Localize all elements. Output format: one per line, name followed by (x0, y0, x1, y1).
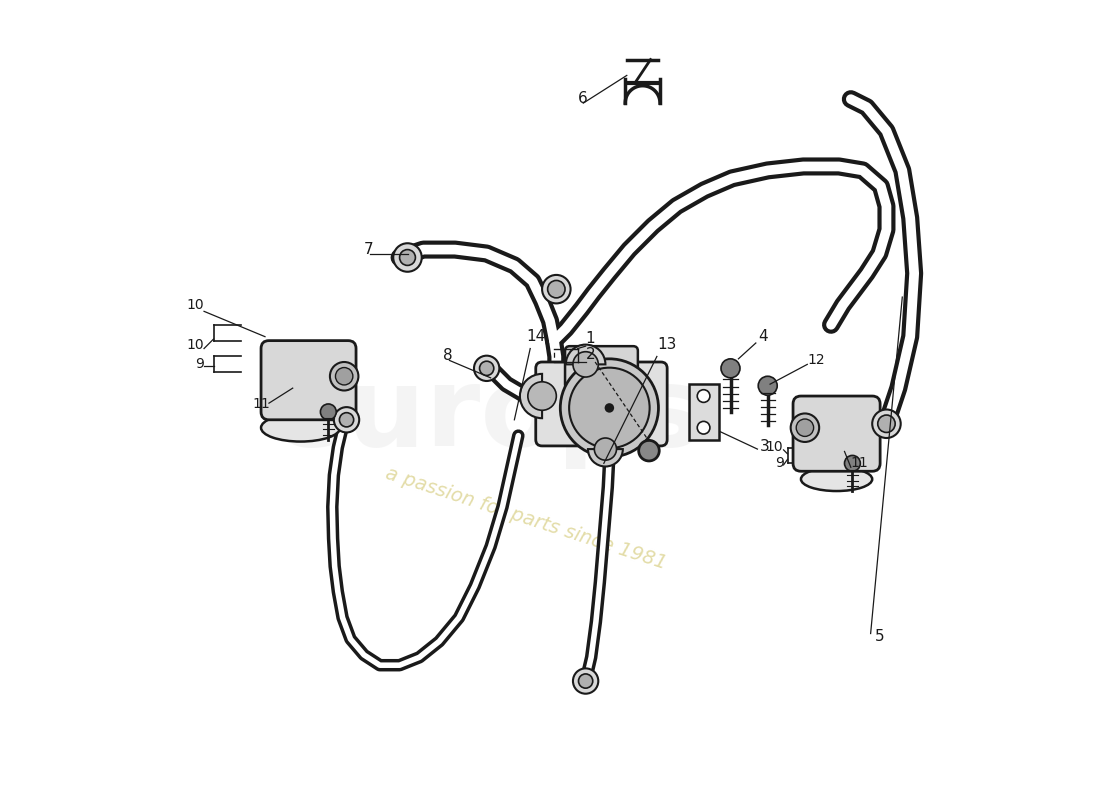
Circle shape (872, 410, 901, 438)
FancyBboxPatch shape (689, 384, 718, 439)
Circle shape (480, 362, 494, 375)
Text: 11: 11 (252, 397, 270, 411)
Wedge shape (588, 449, 623, 466)
Circle shape (548, 281, 565, 298)
Circle shape (340, 413, 354, 427)
Text: 2: 2 (585, 347, 595, 362)
FancyBboxPatch shape (565, 346, 638, 389)
Text: 10: 10 (186, 338, 204, 351)
Text: europs: europs (271, 362, 703, 470)
Circle shape (878, 415, 895, 433)
Circle shape (579, 674, 593, 688)
FancyBboxPatch shape (536, 362, 668, 446)
Circle shape (560, 359, 659, 457)
FancyBboxPatch shape (261, 341, 356, 420)
Text: a passion for parts since 1981: a passion for parts since 1981 (383, 464, 669, 574)
Circle shape (542, 275, 571, 303)
Text: 14: 14 (526, 329, 546, 344)
Circle shape (605, 403, 614, 413)
Text: 9: 9 (195, 358, 204, 371)
Text: 1: 1 (585, 331, 595, 346)
Circle shape (758, 376, 778, 395)
Wedge shape (520, 374, 542, 418)
Circle shape (569, 368, 650, 448)
Circle shape (796, 419, 814, 437)
Text: 13: 13 (657, 337, 676, 351)
Circle shape (720, 359, 740, 378)
Circle shape (399, 250, 416, 266)
Circle shape (573, 668, 598, 694)
FancyBboxPatch shape (793, 396, 880, 471)
Text: 4: 4 (758, 329, 768, 344)
Text: 5: 5 (874, 630, 884, 645)
Circle shape (528, 382, 557, 410)
Wedge shape (565, 345, 605, 364)
Circle shape (697, 422, 710, 434)
Circle shape (334, 407, 360, 433)
Circle shape (697, 390, 710, 402)
Circle shape (474, 356, 499, 381)
Circle shape (330, 362, 359, 390)
Text: 9: 9 (774, 456, 783, 470)
Ellipse shape (261, 414, 340, 442)
Circle shape (845, 455, 860, 471)
Circle shape (394, 243, 421, 272)
Ellipse shape (801, 467, 872, 491)
Circle shape (791, 414, 820, 442)
Text: 7: 7 (364, 242, 374, 257)
Text: 11: 11 (850, 456, 869, 470)
Circle shape (639, 440, 659, 461)
Text: 6: 6 (578, 91, 587, 106)
Text: 10: 10 (186, 298, 204, 312)
Circle shape (336, 367, 353, 385)
Text: 12: 12 (807, 354, 825, 367)
Text: 3: 3 (760, 439, 770, 454)
Circle shape (573, 352, 598, 377)
Circle shape (320, 404, 337, 420)
Text: 10: 10 (766, 441, 783, 454)
Text: 8: 8 (443, 349, 453, 363)
Circle shape (594, 438, 616, 460)
